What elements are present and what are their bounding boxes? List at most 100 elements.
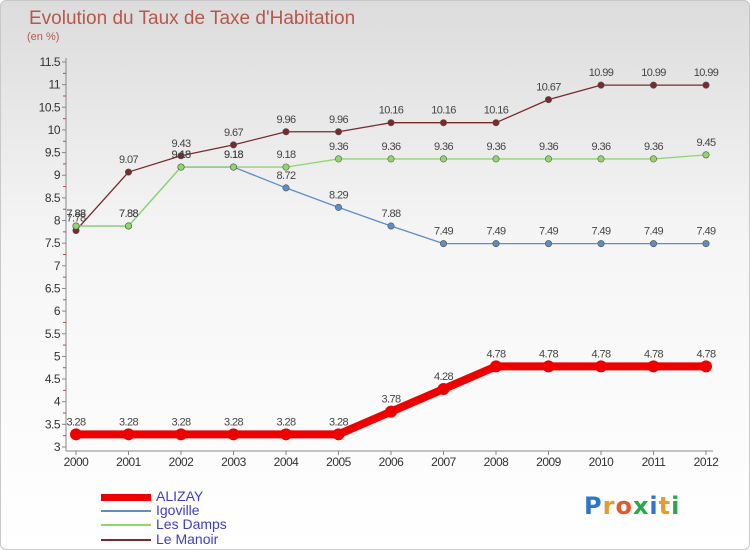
data-label-le-manoir: 10.16	[484, 105, 509, 117]
data-label-les-damps: 9.36	[591, 141, 610, 153]
y-tick-label: 11.5	[40, 55, 61, 69]
x-tick-label: 2005	[326, 455, 352, 469]
data-label-igoville: 8.72	[276, 170, 295, 182]
data-label-igoville: 7.49	[434, 226, 453, 238]
y-tick-label: 10.5	[39, 100, 61, 114]
data-label-les-damps: 9.36	[381, 141, 400, 153]
data-point-igoville	[282, 184, 290, 192]
data-label-alizay: 3.78	[381, 394, 400, 406]
y-tick-label: 9.5	[45, 146, 61, 160]
data-label-le-manoir: 9.96	[329, 114, 348, 126]
data-label-les-damps: 9.45	[696, 137, 715, 149]
data-label-les-damps: 9.36	[486, 141, 505, 153]
data-point-alizay	[647, 360, 660, 373]
data-point-les-damps	[125, 222, 133, 230]
data-label-alizay: 3.28	[119, 416, 138, 428]
data-point-igoville	[492, 240, 500, 248]
data-point-igoville	[544, 240, 552, 248]
data-point-igoville	[439, 240, 447, 248]
y-tick-label: 6.5	[45, 281, 61, 295]
data-label-le-manoir: 10.67	[536, 82, 561, 94]
data-point-alizay	[332, 428, 345, 441]
legend-swatch	[101, 510, 151, 512]
data-point-alizay	[227, 428, 240, 441]
data-point-le-manoir	[387, 119, 395, 127]
data-label-alizay: 4.78	[486, 348, 505, 360]
legend-label: Le Manoir	[156, 531, 219, 547]
data-point-le-manoir	[282, 128, 290, 136]
data-label-igoville: 7.88	[66, 208, 85, 220]
y-tick-label: 8	[54, 214, 61, 228]
data-label-alizay: 3.28	[329, 416, 348, 428]
x-tick-label: 2011	[642, 455, 667, 469]
data-label-igoville: 7.49	[486, 226, 505, 238]
legend-label: Igoville	[156, 502, 200, 518]
data-point-les-damps	[492, 155, 500, 163]
data-point-le-manoir	[649, 81, 657, 89]
data-label-alizay: 4.28	[434, 371, 453, 383]
data-point-alizay	[280, 428, 292, 441]
data-point-igoville	[334, 203, 342, 211]
data-point-le-manoir	[597, 81, 605, 89]
data-point-les-damps	[544, 155, 552, 163]
data-point-les-damps	[387, 155, 395, 163]
data-point-alizay	[700, 360, 712, 373]
data-point-le-manoir	[492, 119, 500, 127]
data-label-igoville: 8.29	[329, 189, 348, 201]
x-tick-label: 2001	[116, 455, 142, 469]
data-point-le-manoir	[439, 119, 447, 127]
data-point-les-damps	[597, 155, 605, 163]
chart-title: Evolution du Taux de Taxe d'Habitation	[29, 8, 356, 29]
y-tick-label: 4	[54, 395, 61, 409]
data-point-igoville	[597, 240, 605, 248]
x-tick-label: 2002	[169, 455, 195, 469]
data-label-alizay: 4.78	[539, 348, 558, 360]
y-tick-label: 5.5	[45, 327, 61, 341]
data-point-les-damps	[72, 222, 80, 230]
data-point-alizay	[542, 360, 555, 373]
proxiti-logo: Proxiti	[584, 492, 680, 520]
x-tick-label: 2004	[274, 455, 300, 469]
data-label-le-manoir: 9.96	[276, 114, 295, 126]
data-point-les-damps	[334, 155, 342, 163]
logo-letter: i	[671, 492, 681, 520]
y-tick-label: 5	[54, 349, 61, 363]
chart-subtitle: (en %)	[27, 31, 60, 43]
data-label-les-damps: 9.36	[644, 141, 663, 153]
data-label-le-manoir: 10.16	[379, 105, 404, 117]
data-point-les-damps	[230, 163, 238, 171]
y-tick-label: 11	[49, 78, 61, 92]
data-point-les-damps	[649, 155, 657, 163]
x-tick-label: 2009	[536, 455, 562, 469]
data-label-le-manoir: 10.99	[694, 67, 719, 79]
data-point-le-manoir	[177, 152, 185, 160]
data-point-le-manoir	[125, 168, 133, 176]
data-point-le-manoir	[334, 128, 342, 136]
y-tick-label: 8.5	[45, 191, 61, 205]
data-point-les-damps	[177, 163, 185, 171]
data-point-alizay	[122, 428, 135, 441]
data-point-igoville	[649, 240, 657, 248]
x-tick-label: 2003	[221, 455, 247, 469]
logo-letter: r	[602, 492, 616, 520]
legend-item-igoville: Igoville	[101, 502, 361, 518]
data-point-le-manoir	[702, 81, 710, 89]
x-tick-label: 2000	[64, 455, 90, 469]
data-label-les-damps: 7.88	[66, 208, 85, 220]
y-tick-label: 4.5	[45, 372, 61, 386]
data-label-igoville: 7.88	[381, 208, 400, 220]
y-tick-label: 7.5	[45, 236, 61, 250]
logo-letter: x	[632, 492, 650, 520]
data-label-les-damps: 9.36	[539, 141, 558, 153]
y-tick-label: 3.5	[45, 417, 61, 431]
y-tick-label: 6	[54, 304, 61, 318]
legend-label: Les Damps	[156, 516, 227, 532]
data-point-alizay	[437, 383, 450, 396]
data-point-igoville	[702, 240, 710, 248]
legend-label: ALIZAY	[156, 488, 204, 504]
data-point-alizay	[175, 428, 187, 441]
data-label-le-manoir: 10.99	[589, 67, 614, 79]
data-point-alizay	[595, 360, 607, 373]
